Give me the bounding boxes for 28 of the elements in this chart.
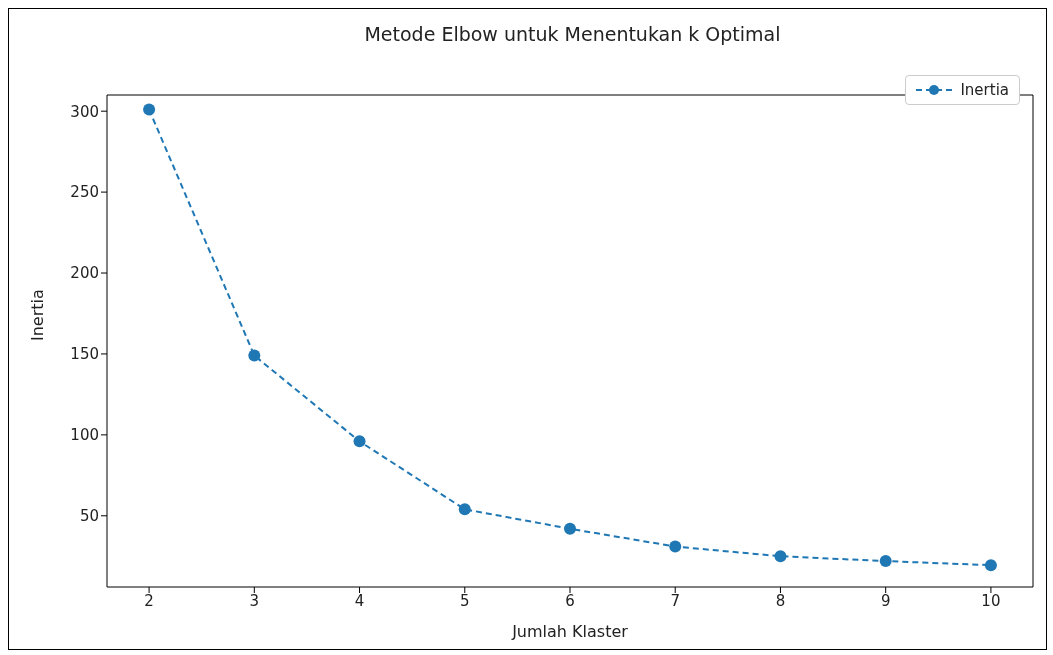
x-axis-title: Jumlah Klaster	[511, 622, 629, 641]
point	[774, 550, 787, 563]
point	[669, 540, 682, 553]
x-tick-label: 7	[670, 591, 680, 610]
point	[458, 503, 471, 516]
point	[879, 555, 892, 568]
x-tick-label: 9	[880, 591, 891, 610]
y-axis-title: Inertia	[27, 289, 47, 341]
y-tick-label: 50	[79, 507, 99, 526]
x-tick-label: 10	[981, 591, 1001, 610]
y-tick-label: 150	[70, 345, 99, 364]
point	[564, 522, 576, 535]
x-tick-label: 6	[565, 591, 575, 610]
x-tick-label: 3	[249, 591, 260, 610]
point	[248, 349, 261, 362]
y-tick-label: 300	[70, 102, 99, 121]
x-tick-label: 5	[460, 591, 470, 610]
x-tick-label: 4	[354, 591, 365, 610]
legend-label: Inertia	[960, 81, 1009, 99]
y-tick-label: 100	[70, 426, 99, 445]
point	[143, 103, 156, 116]
x-tick-label: 2	[144, 591, 154, 610]
chart-title: Metode Elbow untuk Menentukan k Optimal	[363, 23, 782, 45]
point	[353, 435, 366, 448]
y-tick-label: 250	[70, 183, 99, 202]
x-tick-label: 8	[775, 591, 786, 610]
y-tick-label: 200	[70, 264, 99, 283]
point	[984, 559, 997, 572]
